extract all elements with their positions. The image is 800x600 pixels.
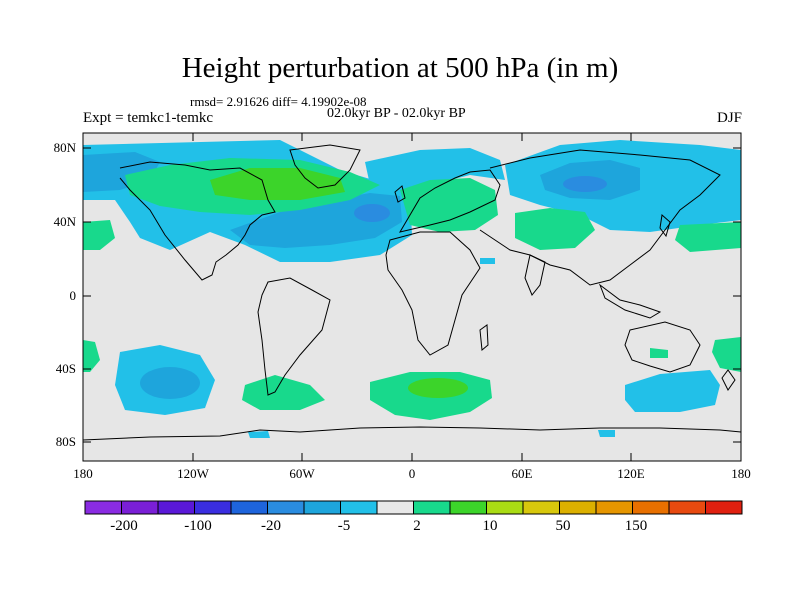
lat-label-40n: 40N [53, 214, 76, 229]
colorbar-label-2: -100 [184, 518, 212, 534]
coast-japan [659, 214, 671, 238]
contour-neg-ross-sea [248, 431, 270, 438]
contour-pos-southwest-pacific [712, 337, 741, 372]
plot-title: Height perturbation at 500 hPa (in m) [181, 52, 619, 84]
coastlines [83, 144, 741, 441]
coast-madagascar [479, 324, 489, 351]
colorbar-box-11 [449, 500, 487, 515]
contour-neg-europe [365, 148, 505, 195]
lat-label-0: 0 [69, 288, 77, 303]
colorbar-label-8: 150 [624, 518, 648, 534]
colorbar-box-9 [376, 500, 414, 515]
coast-greenland [289, 144, 361, 189]
contour-pos-south-atlantic-core [408, 378, 468, 398]
colorbar-label-3: -20 [261, 518, 281, 534]
coast-new-zealand [721, 369, 736, 391]
colorbar-label-5: 2 [413, 518, 421, 534]
contour-pos-south-pacific-edge [83, 340, 100, 372]
coast-se-asia [598, 283, 662, 319]
contour-neg-atlantic-deep [354, 204, 390, 222]
colorbar-box-8 [340, 500, 378, 515]
colorbar-label-6: 10 [482, 518, 498, 534]
colorbar-box-10 [413, 500, 451, 515]
coast-uk [394, 185, 406, 203]
coast-india [524, 254, 546, 296]
colorbar-box-5 [230, 500, 268, 515]
lat-label-80n: 80N [53, 140, 76, 155]
contour-neg-south-pacific-core [140, 367, 200, 399]
colorbar-label-7: 50 [555, 518, 571, 534]
coast-europe [398, 169, 501, 233]
contour-pos-pacific-east [675, 222, 741, 252]
season-label: DJF [716, 110, 742, 126]
contour-neg-weddell [598, 430, 615, 437]
coast-australia [624, 321, 701, 373]
contour-pos-east-asia [515, 208, 595, 250]
colorbar-box-12 [486, 500, 524, 515]
contour-pos-pacific-west [83, 220, 115, 250]
colorbar-box-2 [121, 500, 159, 515]
lon-label-0: 0 [408, 466, 416, 481]
colorbar-box-14 [559, 500, 597, 515]
lon-label-60w: 60W [289, 466, 315, 481]
coast-south-america [257, 277, 331, 396]
lon-label-180e: 180 [731, 466, 751, 481]
colorbar-box-13 [522, 500, 560, 515]
colorbar-box-17 [668, 500, 706, 515]
colorbar-label-4: -5 [337, 518, 351, 534]
colorbar-box-1 [84, 500, 122, 515]
period-label: 02.0kyr BP - 02.0kyr BP [327, 106, 466, 121]
colorbar [84, 500, 743, 515]
coast-north-america [119, 161, 276, 281]
experiment-label: Expt = temkc1-temkc [83, 110, 214, 126]
colorbar-box-7 [303, 500, 341, 515]
lon-label-120w: 120W [177, 466, 209, 481]
colorbar-label-1: -200 [110, 518, 138, 534]
coast-africa [385, 231, 481, 356]
coast-antarctica [83, 426, 741, 441]
contour-neg-asia-deep [563, 176, 607, 192]
lat-ticks [83, 147, 741, 443]
perturbation-field [83, 140, 741, 438]
lon-label-180w: 180 [73, 466, 93, 481]
lat-label-40s: 40S [55, 361, 76, 376]
lat-label-80s: 80S [55, 434, 76, 449]
colorbar-box-6 [267, 500, 305, 515]
contour-neg-atlantic-core [230, 193, 402, 248]
contour-neg-red-sea [480, 258, 495, 264]
lon-ticks [82, 133, 742, 461]
contour-pos-europe [400, 178, 498, 232]
lon-label-60e: 60E [511, 466, 533, 481]
colorbar-box-3 [157, 500, 195, 515]
contour-pos-new-zealand [650, 348, 668, 358]
colorbar-box-4 [194, 500, 232, 515]
colorbar-box-18 [705, 500, 743, 515]
contour-pos-arctic [210, 168, 345, 200]
lon-label-120e: 120E [617, 466, 645, 481]
contour-pos-south-america [242, 375, 325, 410]
contour-neg-south-indian [625, 370, 720, 412]
colorbar-box-16 [632, 500, 670, 515]
colorbar-box-15 [595, 500, 633, 515]
rmsd-diff-stats: rmsd= 2.91626 diff= 4.19902e-08 [190, 94, 367, 109]
